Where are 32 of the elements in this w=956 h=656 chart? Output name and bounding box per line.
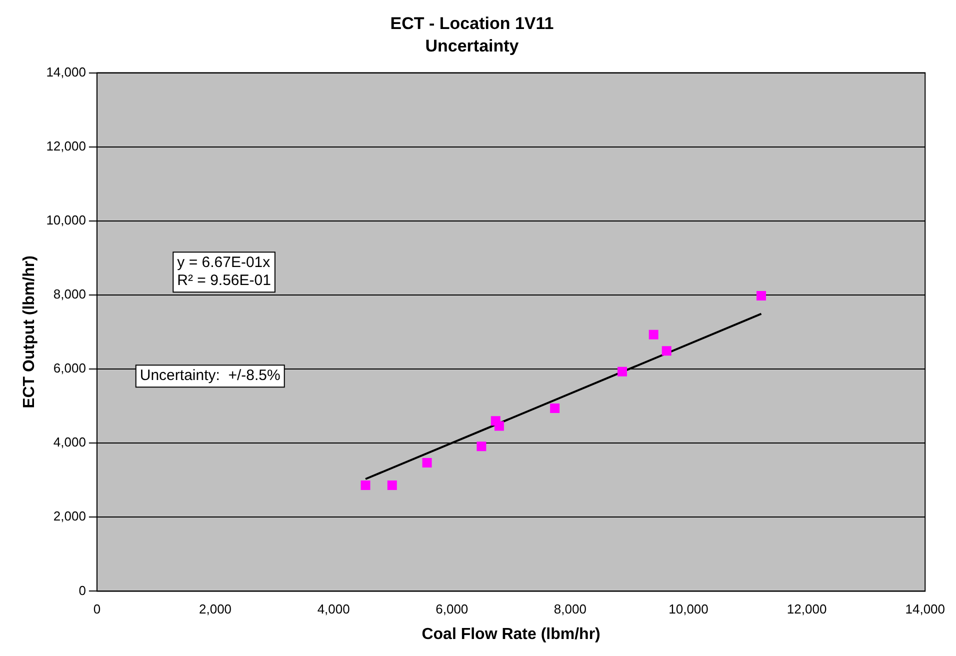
y-tick-label: 4,000 bbox=[53, 434, 86, 450]
x-tick-label: 4,000 bbox=[317, 602, 350, 617]
point bbox=[387, 480, 397, 490]
annotation: Uncertainty: +/-8.5% bbox=[140, 366, 280, 384]
y-tick-label: 8,000 bbox=[53, 286, 86, 302]
chart-title: ECT - Location 1V11 bbox=[390, 14, 554, 33]
y-tick-label: 0 bbox=[78, 582, 86, 598]
y-axis-title: ECT Output (lbm/hr) bbox=[21, 256, 38, 408]
x-tick-label: 2,000 bbox=[198, 602, 232, 617]
x-tick-label: 14,000 bbox=[905, 602, 945, 617]
point bbox=[360, 480, 370, 490]
point bbox=[422, 458, 432, 468]
y-tick-label: 12,000 bbox=[46, 138, 86, 154]
x-axis-title: Coal Flow Rate (lbm/hr) bbox=[422, 626, 600, 643]
x-tick-label: 10,000 bbox=[668, 602, 708, 617]
point bbox=[550, 404, 560, 414]
annotation: y = 6.67E-01x R² = 9.56E-01 bbox=[177, 254, 271, 289]
point bbox=[494, 421, 504, 431]
x-tick-label: 0 bbox=[93, 602, 101, 617]
point bbox=[618, 366, 627, 376]
x-tick-label: 6,000 bbox=[436, 602, 468, 617]
y-tick-label: 14,000 bbox=[46, 64, 86, 80]
y-tick-label: 6,000 bbox=[53, 360, 86, 376]
point bbox=[648, 330, 658, 340]
point bbox=[756, 290, 766, 300]
x-tick-label: 8,000 bbox=[554, 602, 586, 617]
chart-subtitle: Uncertainty bbox=[425, 36, 520, 56]
point bbox=[662, 346, 672, 356]
y-tick-label: 2,000 bbox=[53, 508, 86, 524]
point bbox=[476, 442, 486, 452]
x-tick-label: 12,000 bbox=[786, 602, 827, 617]
y-tick-label: 10,000 bbox=[46, 212, 86, 228]
